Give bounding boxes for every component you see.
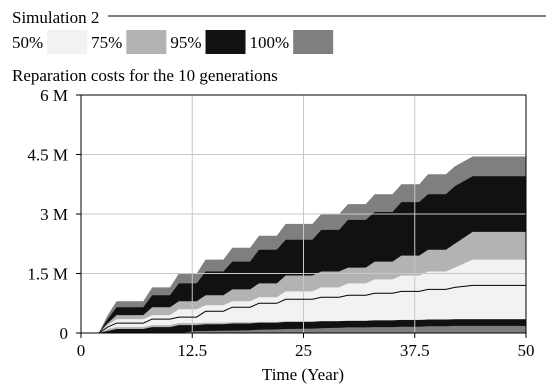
y-tick-label: 0 [60, 324, 69, 343]
y-tick-label: 6 M [40, 86, 68, 105]
x-tick-label: 12.5 [177, 341, 207, 360]
y-axis-ticks: 0 1.5 M 3 M 4.5 M 6 M [27, 86, 81, 343]
legend-label: 50% [12, 33, 43, 52]
simulation-label: Simulation 2 [12, 8, 99, 27]
grid-lines [81, 95, 526, 333]
median-line [81, 284, 526, 334]
legend: 50% 75% 95% 100% [12, 30, 334, 54]
legend-swatch [293, 30, 334, 54]
x-axis-ticks: 0 12.5 25 37.5 50 [77, 333, 535, 360]
legend-label: 75% [91, 33, 122, 52]
x-tick-label: 0 [77, 341, 86, 360]
legend-label: 100% [250, 33, 290, 52]
legend-swatch [126, 30, 167, 54]
x-tick-label: 37.5 [400, 341, 430, 360]
y-tick-label: 1.5 M [27, 265, 68, 284]
x-tick-label: 50 [518, 341, 535, 360]
y-tick-label: 4.5 M [27, 146, 68, 165]
legend-swatch [47, 30, 88, 54]
legend-swatch [205, 30, 246, 54]
x-axis-label: Time (Year) [262, 365, 344, 384]
y-tick-label: 3 M [40, 205, 68, 224]
legend-label: 95% [170, 33, 201, 52]
x-tick-label: 25 [295, 341, 312, 360]
chart-title: Reparation costs for the 10 generations [12, 66, 278, 85]
